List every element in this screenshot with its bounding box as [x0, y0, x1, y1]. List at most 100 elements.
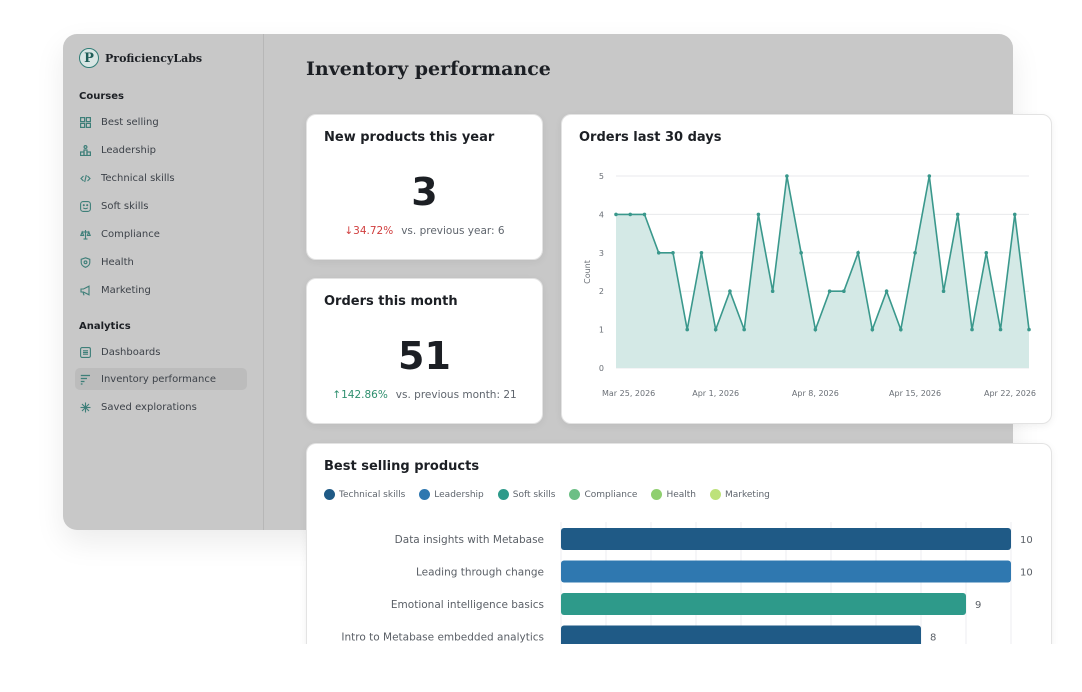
data-point[interactable]	[913, 251, 917, 255]
legend-item[interactable]: Health	[651, 489, 696, 500]
data-point[interactable]	[813, 327, 818, 332]
sidebar-item-compliance[interactable]: Compliance	[75, 223, 247, 245]
sidebar-item-soft-skills[interactable]: Soft skills	[75, 195, 247, 217]
sidebar-item-best-selling[interactable]: Best selling	[75, 111, 247, 133]
data-point[interactable]	[756, 212, 761, 217]
sidebar-item-label: Dashboards	[101, 346, 161, 358]
code-icon	[80, 173, 91, 184]
x-tick-label: Apr 8, 2026	[792, 389, 839, 398]
data-point[interactable]	[955, 212, 960, 217]
data-point[interactable]	[998, 327, 1003, 332]
data-point[interactable]	[927, 174, 932, 178]
data-point[interactable]	[656, 251, 661, 255]
kpi-comparison: ↑142.86% vs. previous month: 21	[307, 389, 542, 401]
legend-label: Leadership	[434, 489, 484, 500]
sidebar-item-label: Health	[101, 256, 134, 268]
data-point[interactable]	[970, 327, 974, 332]
kpi-card-new-products[interactable]: New products this year 3 ↓34.72% vs. prev…	[306, 114, 543, 260]
orders-chart-card[interactable]: Orders last 30 days 0 1 2 3 4 5 Mar 25, 2026 A…	[561, 114, 1052, 424]
data-point[interactable]	[671, 251, 675, 255]
analytics-section-title: Analytics	[79, 321, 131, 332]
legend-item[interactable]: Soft skills	[497, 489, 556, 500]
bar-category-label: Intro to Metabase embedded analytics	[341, 632, 544, 644]
legend-dot	[324, 489, 335, 500]
sidebar-item-label: Marketing	[101, 284, 151, 296]
data-point[interactable]	[856, 251, 860, 255]
sidebar-item-label: Leadership	[101, 144, 156, 156]
data-point[interactable]	[827, 289, 832, 293]
sidebar-item-label: Saved explorations	[101, 401, 197, 413]
kpi-delta: ↓34.72%	[344, 225, 394, 237]
sparkle-icon	[80, 402, 91, 413]
sidebar-item-dashboards[interactable]: Dashboards	[75, 341, 247, 363]
smile-icon	[80, 200, 91, 212]
legend-dot	[497, 489, 509, 500]
sidebar-item-label: Best selling	[101, 116, 159, 128]
data-point[interactable]	[699, 251, 704, 255]
data-point[interactable]	[1027, 327, 1031, 332]
data-point[interactable]	[884, 289, 889, 293]
y-axis-label: Count	[583, 260, 592, 284]
bar[interactable]	[561, 528, 1011, 550]
legend-item[interactable]: Compliance	[569, 489, 637, 500]
scale-icon	[80, 229, 91, 240]
legend-dot	[419, 489, 431, 500]
brand-logo: P	[79, 48, 99, 68]
sidebar-item-label: Technical skills	[101, 172, 175, 184]
best-selling-card[interactable]: Best selling products Technical skills Le…	[306, 443, 1052, 673]
podium-icon	[80, 144, 91, 156]
legend-item[interactable]: Technical skills	[324, 489, 405, 500]
orders-area	[616, 176, 1029, 368]
legend: Technical skills Leadership Soft skills Com…	[324, 489, 784, 500]
card-title: Orders this month	[324, 294, 458, 309]
bottom-fade	[300, 644, 1060, 692]
data-point[interactable]	[685, 327, 690, 332]
data-point[interactable]	[785, 174, 789, 178]
kpi-delta: ↑142.86%	[332, 389, 388, 401]
list-icon	[80, 346, 91, 358]
sidebar-item-inventory-performance[interactable]: Inventory performance	[75, 368, 247, 390]
data-point[interactable]	[984, 251, 989, 255]
bar[interactable]	[561, 625, 921, 645]
x-tick-label: Mar 25, 2026	[602, 389, 655, 398]
data-point[interactable]	[1012, 212, 1017, 217]
x-tick-label: Apr 22, 2026	[984, 389, 1036, 398]
brand[interactable]: P ProficiencyLabs	[79, 48, 202, 68]
y-tick-label: 5	[599, 172, 604, 181]
legend-label: Compliance	[584, 489, 638, 500]
legend-dot	[651, 489, 663, 500]
data-point[interactable]	[899, 327, 903, 332]
data-point[interactable]	[713, 327, 718, 332]
bar-value-label: 10	[1020, 535, 1033, 546]
sidebar-item-technical-skills[interactable]: Technical skills	[75, 167, 247, 189]
courses-section-title: Courses	[79, 91, 124, 102]
bar[interactable]	[561, 593, 966, 615]
kpi-card-orders-month[interactable]: Orders this month 51 ↑142.86% vs. previou…	[306, 278, 543, 424]
y-tick-label: 0	[599, 364, 604, 373]
data-point[interactable]	[642, 212, 647, 217]
data-point[interactable]	[628, 212, 633, 217]
sidebar-item-marketing[interactable]: Marketing	[75, 279, 247, 301]
data-point[interactable]	[799, 251, 803, 255]
y-tick-label: 3	[599, 249, 604, 258]
bar-category-label: Leading through change	[416, 567, 544, 579]
data-point[interactable]	[614, 212, 618, 217]
data-point[interactable]	[770, 289, 775, 293]
legend-item[interactable]: Leadership	[419, 489, 484, 500]
data-point[interactable]	[941, 289, 946, 293]
sidebar-item-health[interactable]: Health	[75, 251, 247, 273]
bar[interactable]	[561, 560, 1011, 583]
bar-category-label: Data insights with Metabase	[395, 534, 544, 546]
data-point[interactable]	[728, 289, 732, 293]
card-title: Orders last 30 days	[579, 130, 722, 145]
sidebar-item-saved-explorations[interactable]: Saved explorations	[75, 396, 247, 418]
legend-label: Technical skills	[339, 489, 406, 500]
legend-label: Soft skills	[512, 489, 556, 500]
data-point[interactable]	[842, 289, 846, 293]
bar-value-label: 8	[930, 633, 936, 644]
data-point[interactable]	[870, 327, 875, 332]
sidebar-item-leadership[interactable]: Leadership	[75, 139, 247, 161]
data-point[interactable]	[742, 327, 746, 332]
bars-icon	[80, 374, 91, 385]
legend-item[interactable]: Marketing	[710, 489, 770, 500]
